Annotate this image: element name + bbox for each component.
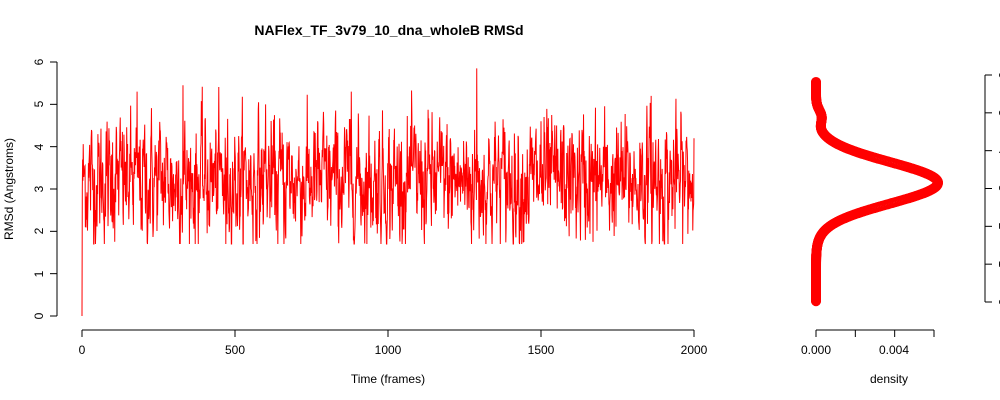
density-x-tick-label: 0.000 [801, 343, 831, 357]
y-tick-label: 0 [32, 312, 46, 319]
density-y-tick-label: 2 [996, 223, 1000, 230]
density-series [810, 76, 943, 307]
density-y-tick-label: 4 [996, 148, 1000, 155]
x-axis-title: Time (frames) [351, 372, 425, 386]
y-tick-labels: 0 1 2 3 4 5 6 [32, 58, 46, 319]
density-y-tick-label: 5 [996, 110, 1000, 117]
y-tick-label: 3 [32, 185, 46, 192]
rmsd-series-line [81, 68, 695, 317]
x-tick-label: 1500 [528, 343, 555, 357]
density-x-tick-label: 0.004 [879, 343, 909, 357]
y-axis-title: RMSd (Angstroms) [2, 138, 16, 240]
density-x-axis-title: density [870, 372, 908, 386]
density-y-tick-labels: 0 1 2 3 4 5 6 [996, 72, 1000, 306]
density-y-tick-label: 1 [996, 261, 1000, 268]
x-tick-label: 1000 [375, 343, 402, 357]
x-tick-label: 2000 [681, 343, 708, 357]
y-tick-label: 5 [32, 100, 46, 107]
density-y-tick-label: 0 [996, 299, 1000, 306]
y-tick-label: 4 [32, 143, 46, 150]
y-tick-label: 6 [32, 58, 46, 65]
x-tick-label: 0 [79, 343, 86, 357]
x-tick-label: 500 [225, 343, 245, 357]
chart-title: NAFlex_TF_3v79_10_dna_wholeB RMSd [254, 22, 523, 38]
density-y-tick-label: 3 [996, 185, 1000, 192]
density-y-tick-label: 6 [996, 72, 1000, 79]
y-tick-label: 1 [32, 270, 46, 277]
y-tick-label: 2 [32, 227, 46, 234]
density-point [810, 76, 821, 87]
